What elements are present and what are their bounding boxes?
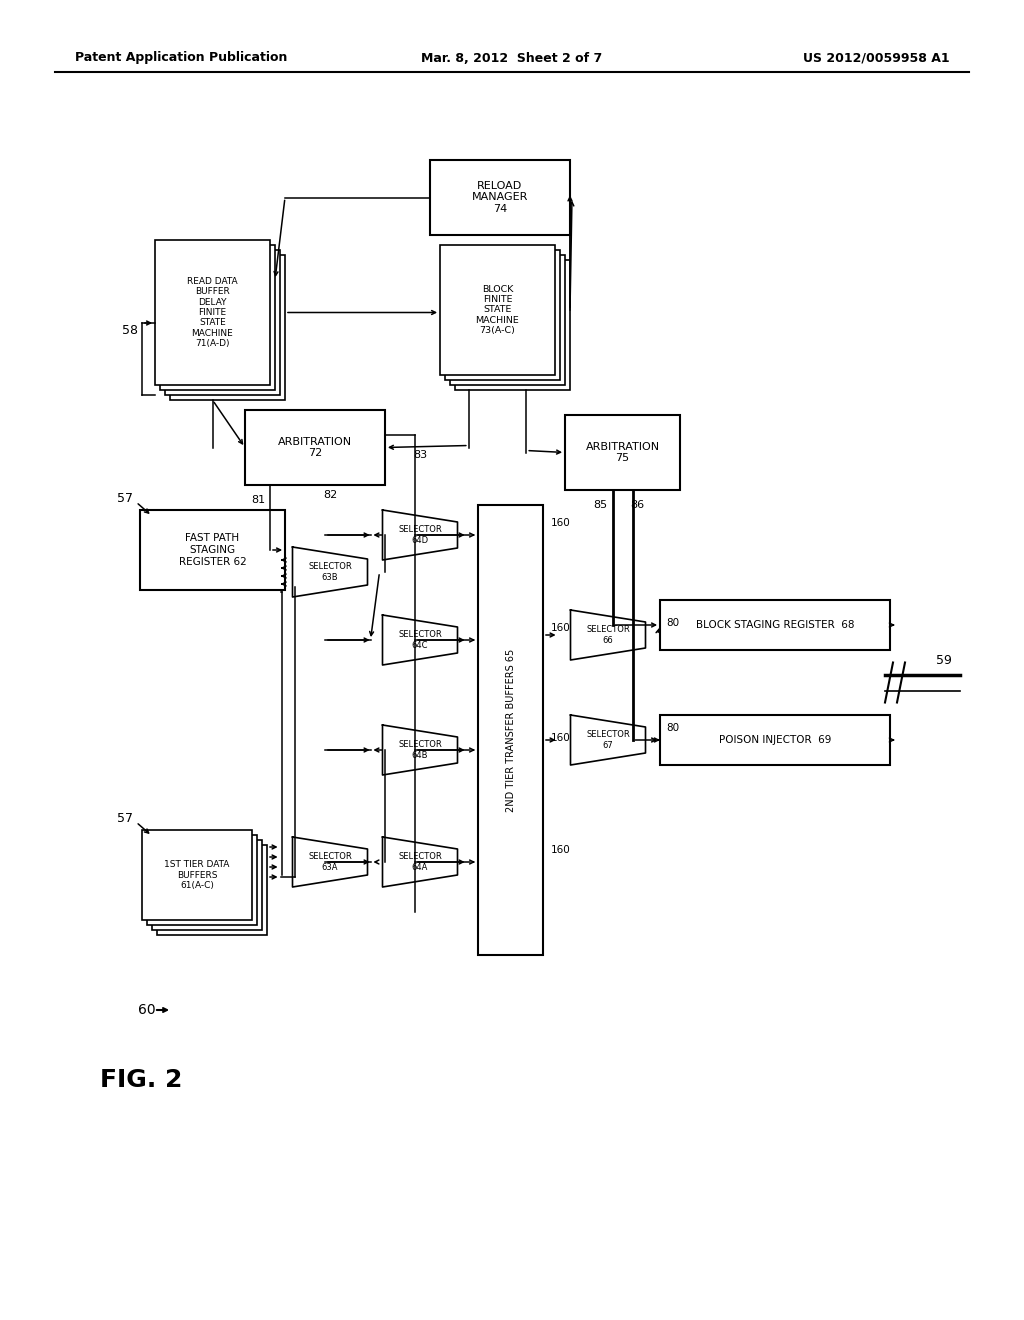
Text: 160: 160 — [551, 623, 570, 634]
Text: SELECTOR
63B: SELECTOR 63B — [308, 562, 352, 582]
Bar — [660, 601, 890, 649]
Text: RELOAD
MANAGER
74: RELOAD MANAGER 74 — [472, 181, 528, 214]
Text: 86: 86 — [631, 500, 644, 510]
Text: FIG. 2: FIG. 2 — [100, 1068, 182, 1092]
Bar — [147, 836, 257, 925]
Text: 160: 160 — [551, 845, 570, 855]
Polygon shape — [383, 725, 458, 775]
Bar — [430, 160, 570, 235]
Text: 83: 83 — [413, 450, 427, 459]
Bar — [160, 246, 275, 389]
Text: Patent Application Publication: Patent Application Publication — [75, 51, 288, 65]
Text: BLOCK
FINITE
STATE
MACHINE
73(A-C): BLOCK FINITE STATE MACHINE 73(A-C) — [475, 285, 519, 335]
Polygon shape — [383, 615, 458, 665]
Text: 80: 80 — [666, 618, 679, 628]
Bar — [445, 249, 560, 380]
Polygon shape — [383, 837, 458, 887]
Text: US 2012/0059958 A1: US 2012/0059958 A1 — [804, 51, 950, 65]
Bar — [440, 246, 555, 375]
Text: 82: 82 — [323, 490, 337, 500]
Bar — [170, 255, 285, 400]
Text: 2ND TIER TRANSFER BUFFERS 65: 2ND TIER TRANSFER BUFFERS 65 — [506, 648, 515, 812]
Text: SELECTOR
64C: SELECTOR 64C — [398, 630, 442, 649]
Text: 160: 160 — [551, 517, 570, 528]
Text: 85: 85 — [594, 500, 607, 510]
Polygon shape — [383, 510, 458, 560]
Polygon shape — [293, 837, 368, 887]
Text: ARBITRATION
72: ARBITRATION 72 — [278, 437, 352, 458]
Text: SELECTOR
64A: SELECTOR 64A — [398, 853, 442, 871]
Text: 80: 80 — [666, 723, 679, 733]
Text: SELECTOR
67: SELECTOR 67 — [586, 730, 630, 750]
Text: BLOCK STAGING REGISTER  68: BLOCK STAGING REGISTER 68 — [695, 620, 854, 630]
Text: SELECTOR
63A: SELECTOR 63A — [308, 853, 352, 871]
Bar — [660, 715, 890, 766]
Bar — [157, 845, 267, 935]
Text: 57: 57 — [117, 491, 133, 504]
Polygon shape — [293, 546, 368, 597]
Bar — [142, 830, 252, 920]
Text: 1ST TIER DATA
BUFFERS
61(A-C): 1ST TIER DATA BUFFERS 61(A-C) — [164, 861, 229, 890]
Text: POISON INJECTOR  69: POISON INJECTOR 69 — [719, 735, 831, 744]
Polygon shape — [570, 715, 645, 766]
Bar — [140, 510, 285, 590]
Polygon shape — [570, 610, 645, 660]
Bar — [152, 840, 262, 931]
Bar — [155, 240, 270, 385]
Text: Mar. 8, 2012  Sheet 2 of 7: Mar. 8, 2012 Sheet 2 of 7 — [421, 51, 603, 65]
Text: 59: 59 — [936, 653, 952, 667]
Text: 81: 81 — [251, 495, 265, 506]
Text: FAST PATH
STAGING
REGISTER 62: FAST PATH STAGING REGISTER 62 — [178, 533, 247, 566]
Text: SELECTOR
64B: SELECTOR 64B — [398, 741, 442, 760]
Bar — [450, 255, 565, 385]
Text: ARBITRATION
75: ARBITRATION 75 — [586, 442, 659, 463]
Text: 60: 60 — [138, 1003, 156, 1016]
Bar — [565, 414, 680, 490]
Bar — [165, 249, 280, 395]
Text: SELECTOR
66: SELECTOR 66 — [586, 626, 630, 644]
Text: 58: 58 — [122, 323, 138, 337]
Bar — [455, 260, 570, 389]
Text: SELECTOR
64D: SELECTOR 64D — [398, 525, 442, 545]
Text: READ DATA
BUFFER
DELAY
FINITE
STATE
MACHINE
71(A-D): READ DATA BUFFER DELAY FINITE STATE MACH… — [187, 277, 238, 348]
Text: 160: 160 — [551, 733, 570, 743]
Bar — [245, 411, 385, 484]
Text: 57: 57 — [117, 812, 133, 825]
Bar — [478, 506, 543, 954]
